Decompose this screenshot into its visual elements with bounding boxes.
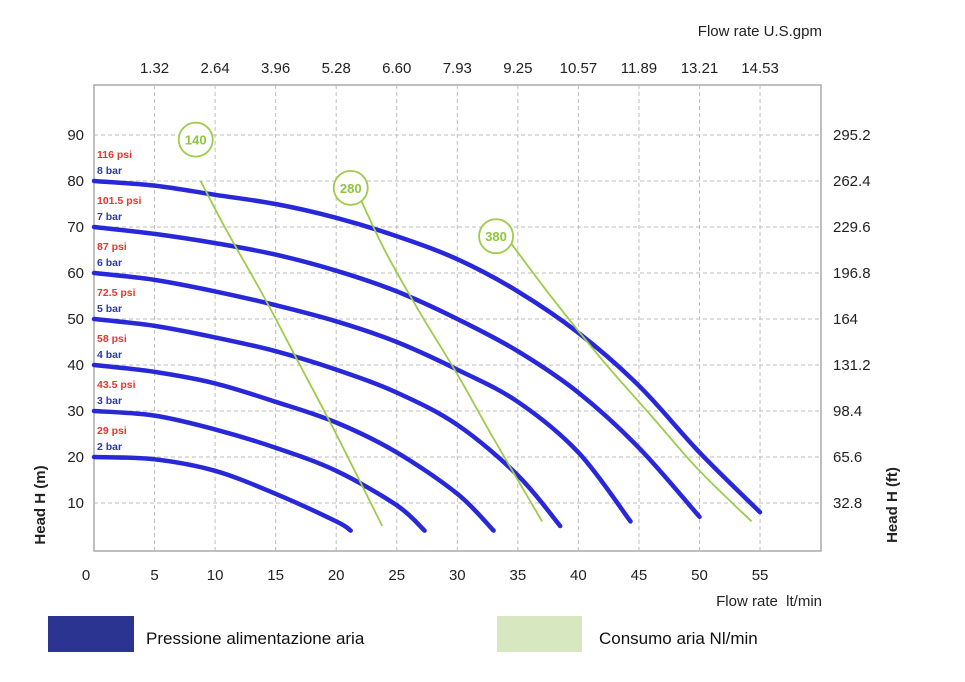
legend-swatch-pressure	[48, 616, 134, 652]
x-tick-label: 55	[752, 567, 769, 584]
y-tick-label: 60	[67, 265, 84, 282]
right-axis-title: Head H (ft)	[884, 467, 901, 543]
y-axis-ticks: 10 20 30 40 50 60 70 80 90	[67, 127, 84, 512]
top-tick-label: 9.25	[503, 60, 532, 77]
consumption-curve-line	[504, 235, 753, 523]
legend-swatch-consumption	[497, 616, 582, 652]
right-tick-label: 295.2	[833, 127, 871, 144]
consumption-curve-line	[199, 180, 384, 527]
top-tick-label: 1.32	[140, 60, 169, 77]
pressure-psi-label: 87 psi	[97, 241, 127, 253]
legend: Pressione alimentazione aria Consumo ari…	[0, 616, 965, 652]
consumption-value-label: 380	[485, 229, 507, 244]
top-tick-label: 13.21	[681, 60, 719, 77]
pressure-curve-line	[91, 454, 353, 533]
pressure-curve-line	[91, 316, 563, 529]
top-tick-label: 11.89	[621, 60, 657, 77]
pressure-labels: 29 psi 2 bar 43.5 psi 3 bar 58 psi 4 bar 72.5 …	[97, 149, 141, 453]
right-axis-ticks: 32.8 65.6 98.4 131.2 164 196.8 229.6 262.4 295.2	[833, 127, 871, 512]
pressure-psi-label: 72.5 psi	[97, 287, 136, 299]
x-tick-label: 10	[207, 567, 224, 584]
consumption-circle	[478, 218, 514, 255]
pressure-bar-label: 7 bar	[97, 211, 122, 223]
right-tick-label: 98.4	[833, 403, 862, 420]
y-tick-label: 70	[67, 219, 84, 236]
pressure-bar-label: 6 bar	[97, 257, 122, 269]
top-axis-ticks: 1.32 2.64 3.96 5.28 6.60 7.93 9.25 10.57 11.89 13…	[140, 60, 779, 77]
air-consumption-curves	[199, 180, 753, 527]
consumption-labels: 140 280 380	[177, 121, 514, 255]
top-tick-label: 6.60	[382, 60, 411, 77]
consumption-value-label: 140	[185, 133, 207, 148]
right-tick-label: 131.2	[833, 357, 871, 374]
top-tick-label: 7.93	[443, 60, 472, 77]
x-tick-label: 15	[267, 567, 284, 584]
top-tick-label: 14.53	[741, 60, 779, 77]
top-axis-title: Flow rate U.S.gpm	[698, 23, 822, 40]
pressure-psi-label: 29 psi	[97, 425, 127, 437]
right-tick-label: 196.8	[833, 265, 871, 282]
x-tick-label: 50	[691, 567, 708, 584]
x-axis-title: Flow rate lt/min	[716, 593, 822, 610]
pressure-psi-label: 43.5 psi	[97, 379, 136, 391]
top-tick-label: 2.64	[200, 60, 229, 77]
y-tick-label: 80	[67, 173, 84, 190]
consumption-circle	[332, 169, 369, 206]
x-tick-label: 40	[570, 567, 587, 584]
y-tick-label: 10	[67, 495, 84, 512]
legend-label-consumption: Consumo aria Nl/min	[599, 629, 758, 648]
pressure-psi-label: 116 psi	[97, 149, 132, 161]
x-axis-ticks: 0 5 10 15 20 25 30 35 40 45 50 55	[82, 567, 769, 584]
right-tick-label: 229.6	[833, 219, 871, 236]
x-tick-label: 45	[631, 567, 648, 584]
pressure-bar-label: 2 bar	[97, 441, 122, 453]
consumption-value-label: 280	[340, 181, 362, 196]
right-tick-label: 262.4	[833, 173, 871, 190]
y-tick-label: 50	[67, 311, 84, 328]
x-tick-label: 20	[328, 567, 345, 584]
x-tick-label: 0	[82, 567, 90, 584]
y-tick-label: 40	[67, 357, 84, 374]
pressure-bar-label: 8 bar	[97, 165, 122, 177]
y-tick-label: 30	[67, 403, 84, 420]
x-tick-label: 25	[388, 567, 405, 584]
pressure-curve-line	[91, 270, 633, 524]
top-tick-label: 3.96	[261, 60, 290, 77]
right-tick-label: 65.6	[833, 449, 862, 466]
right-tick-label: 164	[833, 311, 858, 328]
pressure-curve-line	[91, 178, 763, 515]
x-tick-label: 5	[150, 567, 158, 584]
pressure-curve-line	[91, 362, 496, 533]
x-tick-label: 30	[449, 567, 466, 584]
consumption-curve-line	[353, 185, 543, 522]
consumption-circle	[177, 121, 214, 158]
y-axis-title: Head H (m)	[32, 465, 49, 544]
right-tick-label: 32.8	[833, 495, 862, 512]
pressure-curve-line	[91, 408, 427, 533]
pressure-bar-label: 3 bar	[97, 395, 122, 407]
pressure-psi-label: 101.5 psi	[97, 195, 141, 207]
top-tick-label: 5.28	[322, 60, 351, 77]
pressure-bar-label: 5 bar	[97, 303, 122, 315]
pressure-psi-label: 58 psi	[97, 333, 127, 345]
y-tick-label: 20	[67, 449, 84, 466]
pressure-bar-label: 4 bar	[97, 349, 122, 361]
top-tick-label: 10.57	[560, 60, 598, 77]
legend-label-pressure: Pressione alimentazione aria	[146, 629, 365, 648]
x-tick-label: 35	[510, 567, 527, 584]
y-tick-label: 90	[67, 127, 84, 144]
